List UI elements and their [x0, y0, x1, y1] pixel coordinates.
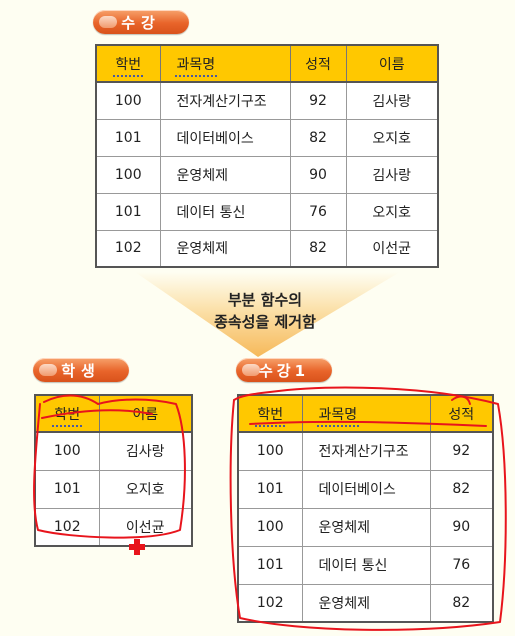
cell-grade: 82: [289, 118, 347, 157]
course1-table-title: 수강1: [236, 358, 332, 382]
table-header-row: 학번 이름: [34, 394, 193, 433]
table-row: 101 오지호: [34, 469, 193, 509]
cell-course: 전자계산기구조: [301, 431, 431, 471]
cell-grade: 90: [429, 507, 494, 547]
cell-name: 오지호: [345, 118, 439, 157]
course1-table: 학번 과목명 성적 100 전자계산기구조 92 101 데이터베이스 82 1…: [237, 394, 494, 623]
header-course-name: 과목명: [301, 394, 431, 433]
cell-name: 오지호: [345, 192, 439, 231]
cell-student-id: 101: [95, 118, 161, 157]
table-row: 100 전자계산기구조 92: [237, 431, 494, 471]
cell-course: 데이터 통신: [159, 192, 291, 231]
student-table: 학번 이름 100 김사랑 101 오지호 102 이선균: [34, 394, 193, 547]
table-row: 100 운영체제 90 김사랑: [95, 155, 439, 194]
cell-course: 데이터베이스: [301, 469, 431, 509]
header-student-id: 학번: [237, 394, 303, 433]
table-row: 101 데이터 통신 76: [237, 545, 494, 585]
cell-name: 오지호: [98, 469, 193, 509]
pill-highlight: [39, 364, 57, 376]
cell-grade: 90: [289, 155, 347, 194]
cell-student-id: 100: [95, 155, 161, 194]
cell-student-id: 101: [34, 469, 100, 509]
cell-name: 김사랑: [345, 81, 439, 120]
arrow-caption-line2: 종속성을 제거함: [214, 313, 316, 331]
cell-student-id: 102: [34, 507, 100, 547]
top-enrollment-table: 학번 과목명 성적 이름 100 전자계산기구조 92 김사랑 101 데이터베…: [95, 44, 439, 268]
header-grade: 성적: [289, 44, 347, 83]
cell-name: 이선균: [345, 229, 439, 268]
cell-course: 운영체제: [301, 583, 431, 623]
header-name: 이름: [345, 44, 439, 83]
cell-grade: 92: [429, 431, 494, 471]
table-row: 101 데이터베이스 82 오지호: [95, 118, 439, 157]
cell-grade: 82: [289, 229, 347, 268]
table-header-row: 학번 과목명 성적: [237, 394, 494, 433]
cell-grade: 76: [429, 545, 494, 585]
cell-student-id: 100: [237, 507, 303, 547]
table-row: 100 전자계산기구조 92 김사랑: [95, 81, 439, 120]
cell-course: 운영체제: [159, 229, 291, 268]
cell-student-id: 101: [95, 192, 161, 231]
table-header-row: 학번 과목명 성적 이름: [95, 44, 439, 83]
cell-grade: 76: [289, 192, 347, 231]
cell-course: 운영체제: [159, 155, 291, 194]
cell-course: 운영체제: [301, 507, 431, 547]
pill-highlight: [242, 364, 260, 376]
header-course-name: 과목명: [159, 44, 291, 83]
cell-name: 김사랑: [345, 155, 439, 194]
table-row: 100 김사랑: [34, 431, 193, 471]
header-grade: 성적: [429, 394, 494, 433]
cell-student-id: 101: [237, 469, 303, 509]
table-row: 102 운영체제 82: [237, 583, 494, 623]
table-row: 101 데이터 통신 76 오지호: [95, 192, 439, 231]
table-row: 102 운영체제 82 이선균: [95, 229, 439, 268]
table-row: 100 운영체제 90: [237, 507, 494, 547]
cell-student-id: 102: [237, 583, 303, 623]
cell-grade: 82: [429, 583, 494, 623]
pill-highlight: [99, 16, 117, 28]
table-row: 102 이선균: [34, 507, 193, 547]
table-row: 101 데이터베이스 82: [237, 469, 494, 509]
cell-student-id: 102: [95, 229, 161, 268]
header-student-id: 학번: [95, 44, 161, 83]
cell-student-id: 100: [237, 431, 303, 471]
cell-student-id: 100: [95, 81, 161, 120]
arrow-caption-line1: 부분 함수의: [227, 291, 303, 309]
header-student-id: 학번: [34, 394, 100, 433]
cell-grade: 82: [429, 469, 494, 509]
top-table-title: 수강: [93, 10, 189, 34]
cell-student-id: 100: [34, 431, 100, 471]
student-table-title: 학생: [33, 358, 129, 382]
cell-course: 데이터 통신: [301, 545, 431, 585]
cell-course: 데이터베이스: [159, 118, 291, 157]
cell-student-id: 101: [237, 545, 303, 585]
cell-name: 김사랑: [98, 431, 193, 471]
cell-grade: 92: [289, 81, 347, 120]
header-name: 이름: [98, 394, 193, 433]
cell-name: 이선균: [98, 507, 193, 547]
cell-course: 전자계산기구조: [159, 81, 291, 120]
